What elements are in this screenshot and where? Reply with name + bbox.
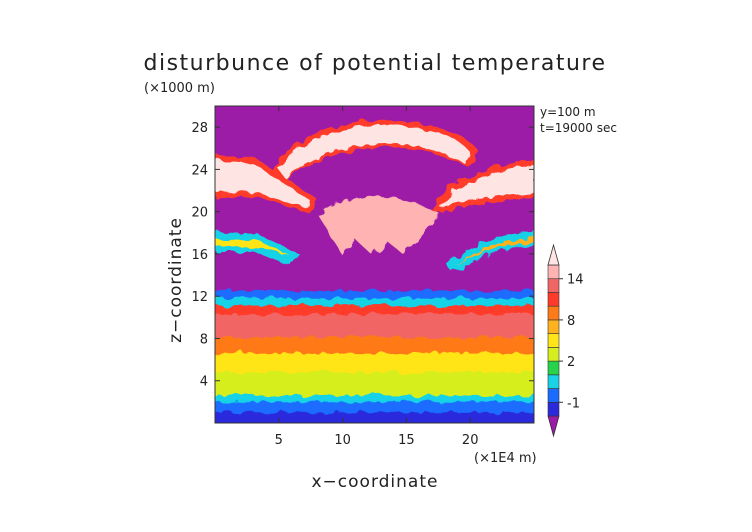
chart-title: disturbunce of potential temperature [144,51,607,76]
field-band-5 [215,349,534,373]
right-mid-core [455,236,534,264]
x-tick-label-3: 20 [462,433,479,448]
x-tick-label-1: 10 [334,433,351,448]
y-tick-label-1: 8 [200,332,208,347]
plot-frame [214,105,535,424]
y-tick-label-5: 24 [191,163,208,178]
annotation-t: t=19000 sec [540,121,617,135]
colorbar-segment-8 [547,305,560,321]
colorbar-segment-12 [547,243,560,266]
field-band-10 [215,286,534,299]
left-wing [215,160,310,208]
colorbar-segment-6 [547,333,560,348]
field-band-7 [215,310,534,338]
upper-structures [215,120,534,272]
y-unit-label: (×1000 m) [144,81,215,96]
colorbar-segment-4 [547,360,560,376]
colorbar-segment-0 [547,415,560,438]
x-axis-label: x−coordinate [312,472,439,492]
field-band-6 [215,333,534,354]
colorbar-segment-7 [547,319,560,334]
field-band-2 [215,391,534,402]
y-tick-label-0: 4 [200,375,208,390]
x-unit-label: (×1E4 m) [474,451,537,466]
upper-arc [278,125,470,180]
y-tick-label-3: 16 [191,248,208,263]
central-plume [318,196,440,255]
field-band-3 [215,384,534,396]
y-axis-label: z−coordinate [166,217,186,343]
colorbar-segment-9 [547,292,560,307]
y-tick-label-4: 20 [191,206,208,221]
plot-area [215,106,534,423]
colorbar-segment-2 [547,388,560,403]
layer-bands [215,106,534,423]
y-tick-label-6: 28 [191,121,208,136]
colorbar-label-2: 8 [567,314,575,329]
field-band-9 [215,294,534,306]
colorbar-segment-10 [547,278,560,293]
right-wing [440,165,534,208]
y-axis: 4 8 12 16 20 24 28 [191,121,534,390]
colorbar-label-1: 2 [567,355,575,370]
colorbar-segment-11 [547,264,560,280]
field-band-4 [215,368,534,389]
colorbar-label-0: -1 [567,396,580,411]
x-tick-label-2: 15 [398,433,415,448]
annotation-y: y=100 m [540,105,596,119]
colorbar-label-3: 14 [567,273,584,288]
colorbar-segment-1 [547,401,560,417]
colorbar: -1 2 8 14 [547,243,584,438]
x-axis: 5 10 15 20 [275,106,479,448]
y-tick-label-2: 12 [191,290,208,305]
x-tick-label-0: 5 [275,433,283,448]
colorbar-segment-5 [547,347,560,362]
left-mid-core [215,238,290,255]
colorbar-segment-3 [547,374,560,389]
